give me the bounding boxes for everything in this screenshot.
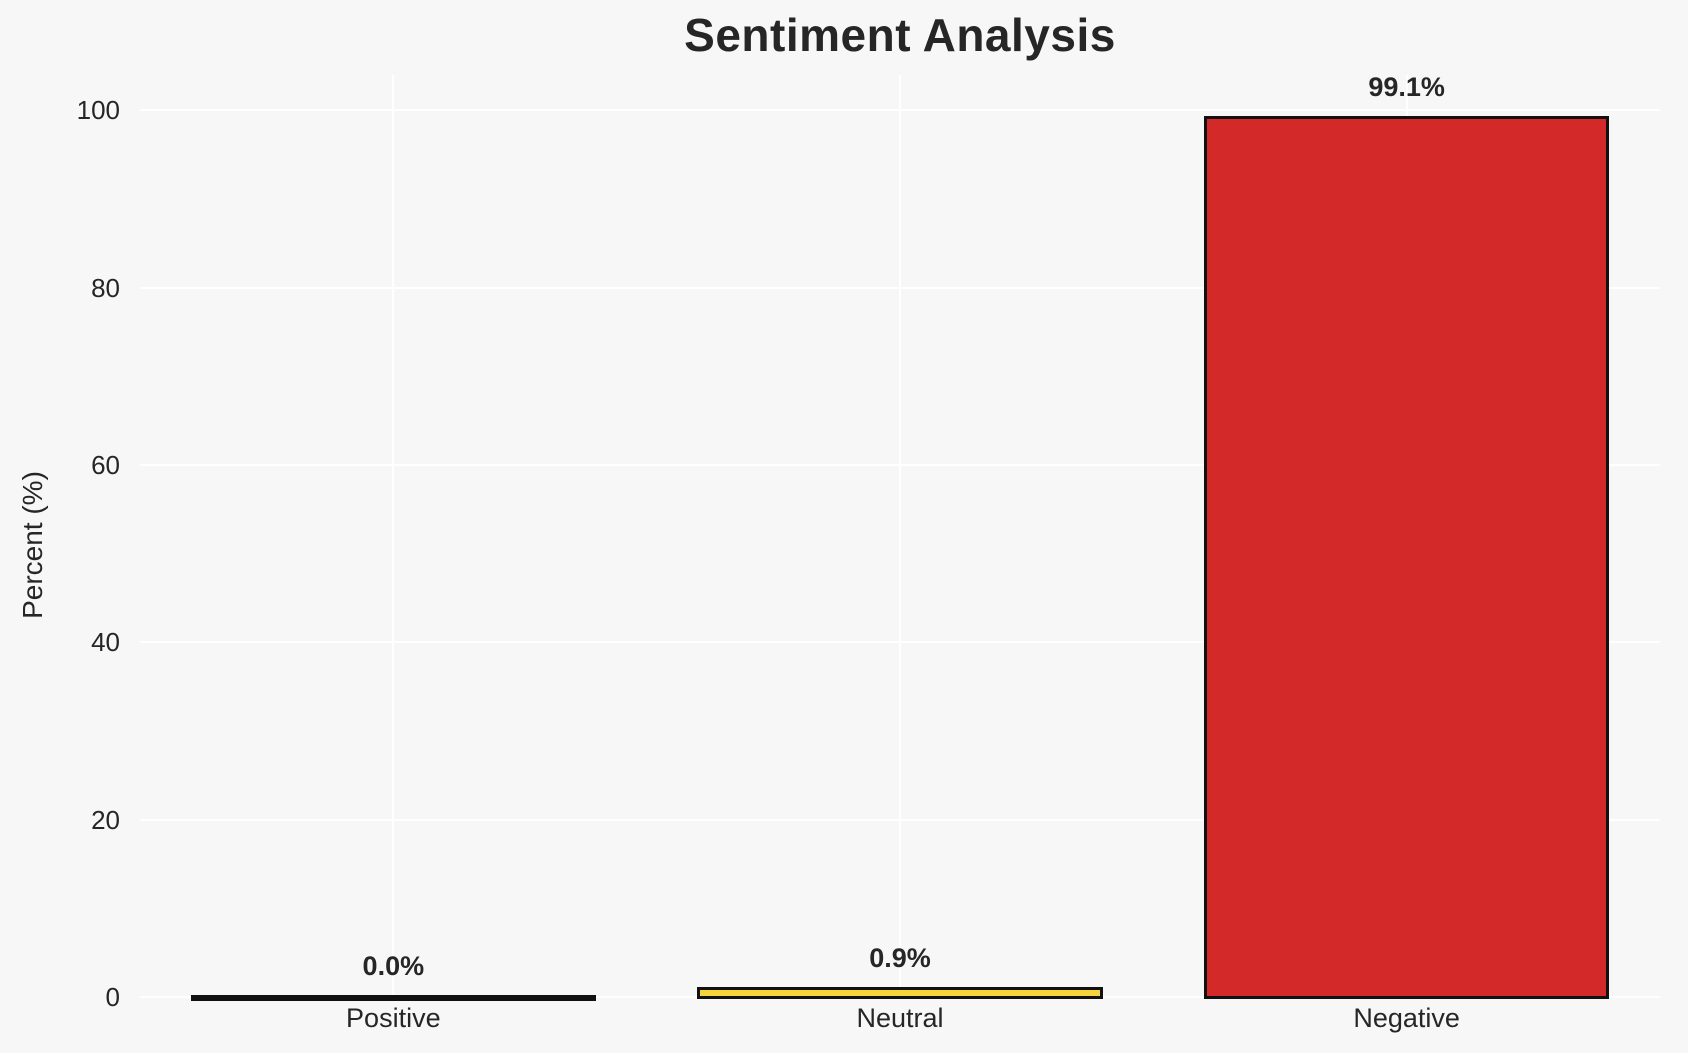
y-tick-label: 40 bbox=[91, 627, 120, 658]
bar-positive bbox=[190, 995, 596, 1001]
y-tick-label: 100 bbox=[76, 95, 120, 126]
bar-value-label: 0.0% bbox=[362, 951, 425, 981]
y-tick-label: 60 bbox=[91, 450, 120, 481]
y-tick-label: 80 bbox=[91, 272, 120, 303]
y-tick-label: 0 bbox=[105, 982, 120, 1012]
bar-value-label: 0.9% bbox=[869, 943, 931, 974]
y-tick-label: 20 bbox=[91, 804, 120, 835]
x-tick-label: Positive bbox=[346, 1003, 441, 1033]
gridline-v bbox=[899, 75, 901, 997]
x-tick-label: Negative bbox=[1353, 1003, 1460, 1033]
x-tick-label: Neutral bbox=[856, 1003, 944, 1033]
chart-title: Sentiment Analysis bbox=[684, 9, 1116, 61]
plot-area bbox=[140, 75, 1660, 1001]
bar-value-label: 99.1% bbox=[1368, 72, 1445, 103]
gridline-v bbox=[392, 75, 395, 997]
bar-neutral bbox=[697, 987, 1103, 999]
bar-negative bbox=[1204, 116, 1610, 999]
